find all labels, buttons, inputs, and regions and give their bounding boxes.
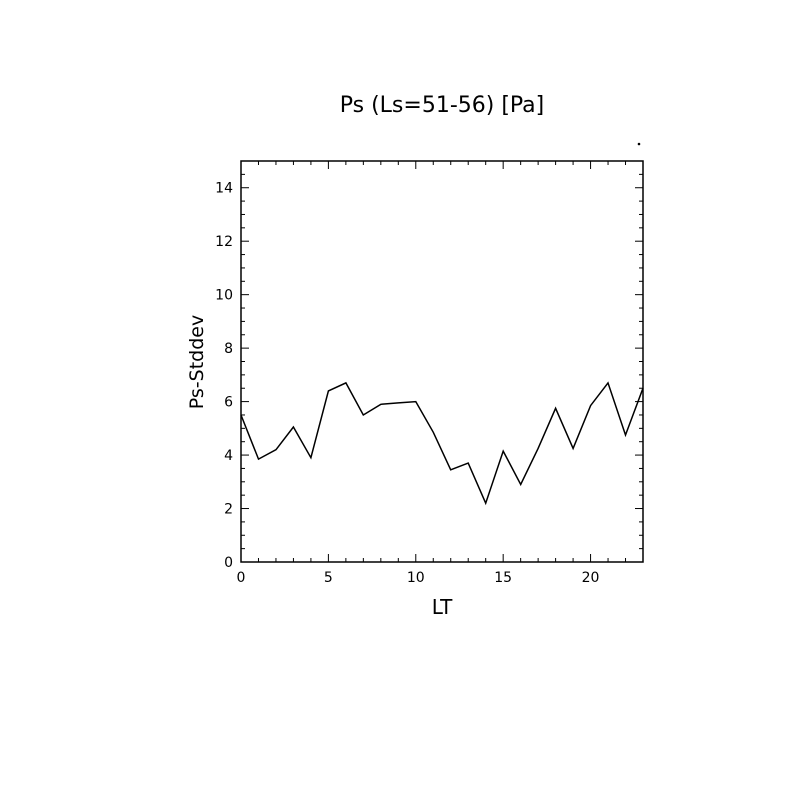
x-tick-label: 20 <box>582 570 600 586</box>
axis-ticks <box>240 160 644 563</box>
x-axis-label: LT <box>432 595 453 619</box>
y-tick-label: 14 <box>215 181 233 197</box>
y-tick-label: 2 <box>224 502 233 518</box>
x-tick-label: 0 <box>237 570 246 586</box>
y-tick-label: 12 <box>215 234 233 250</box>
y-axis-label: Ps-Stddev <box>186 315 208 409</box>
tick-labels: 0 5 10 15 20 0 2 4 6 8 10 12 14 <box>215 181 599 586</box>
corner-dot <box>637 142 641 146</box>
y-tick-label: 0 <box>224 555 233 571</box>
y-tick-label: 6 <box>224 395 233 411</box>
x-tick-label: 5 <box>324 570 333 586</box>
x-tick-label: 10 <box>407 570 425 586</box>
y-tick-label: 10 <box>215 288 233 304</box>
plot-frame <box>240 160 644 563</box>
y-tick-label: 4 <box>224 448 233 464</box>
x-tick-label: 15 <box>494 570 512 586</box>
data-points <box>240 382 644 504</box>
series-line <box>240 381 644 506</box>
chart-title: Ps (Ls=51-56) [Pa] <box>340 93 545 118</box>
y-tick-label: 8 <box>224 341 233 357</box>
